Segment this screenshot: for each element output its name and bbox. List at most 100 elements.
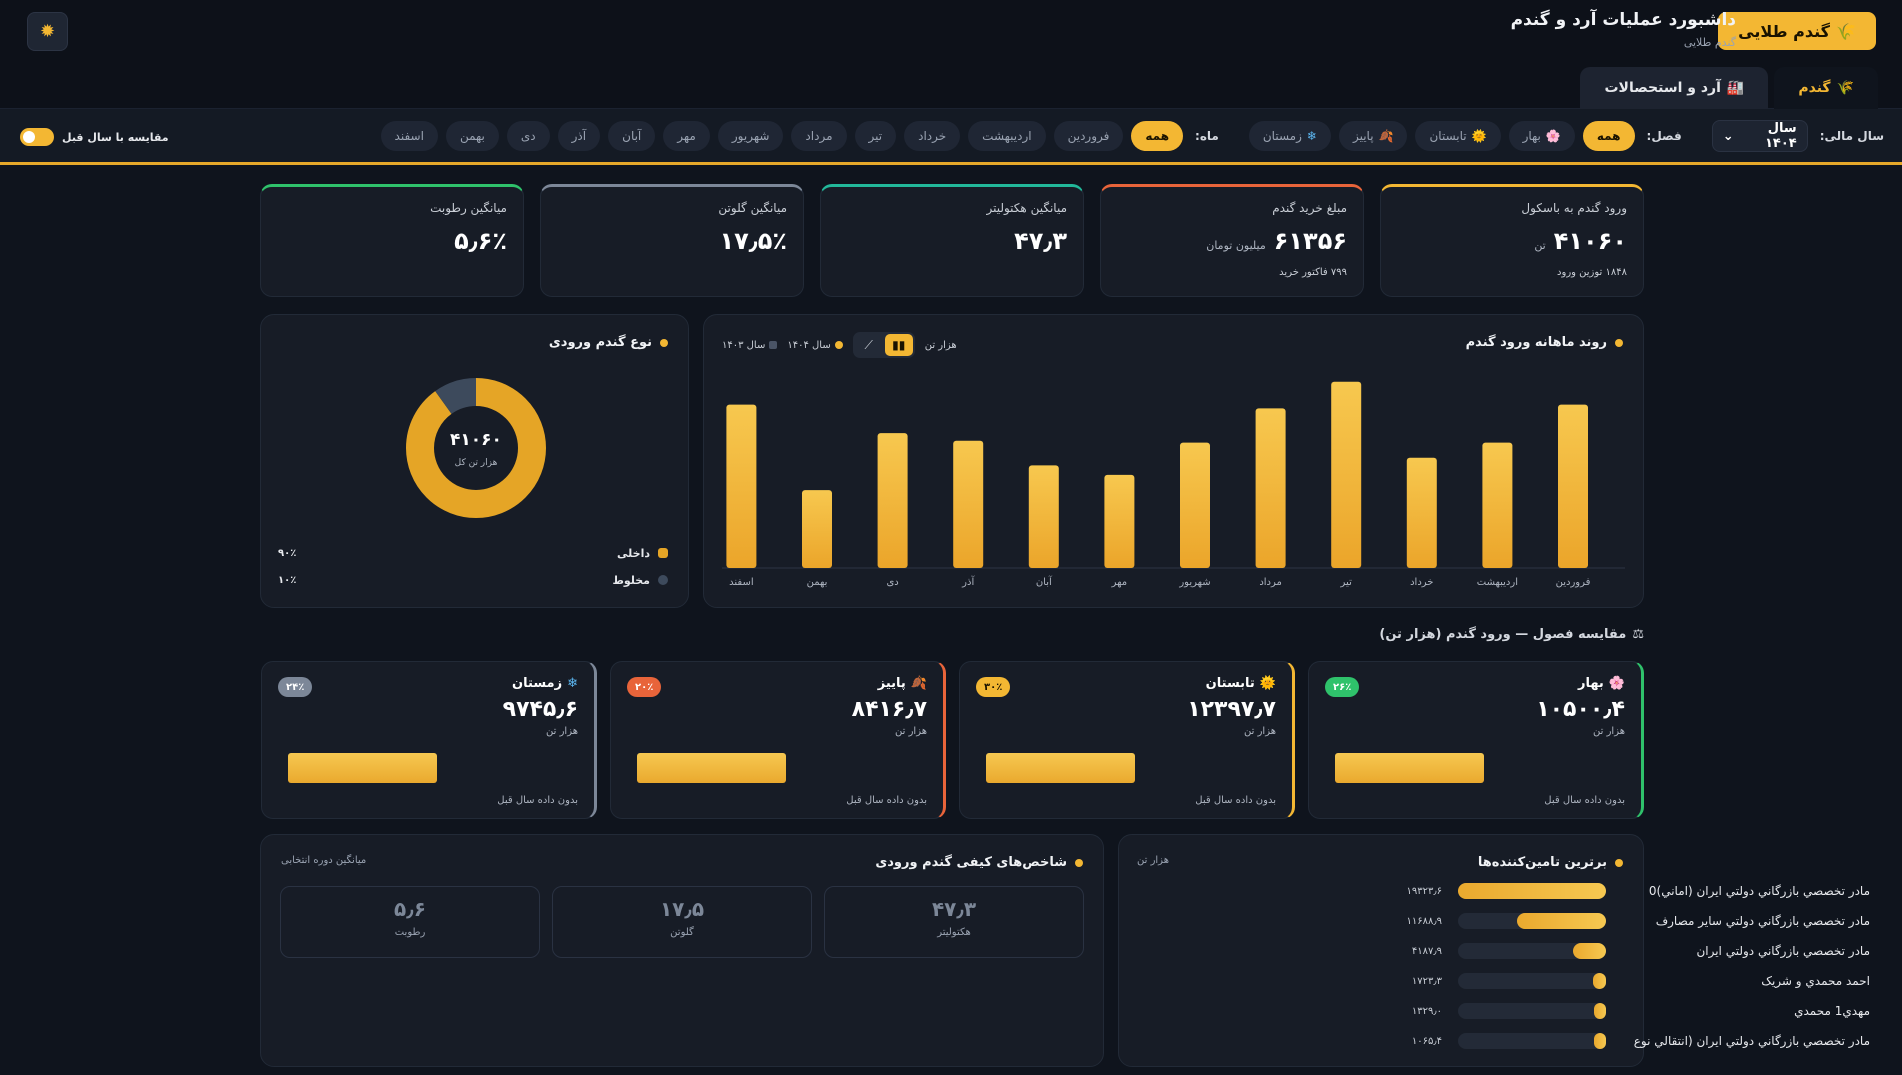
season-filter-all[interactable]: همه <box>1582 121 1635 151</box>
month-filter[interactable]: آذر <box>557 121 601 151</box>
bar-9[interactable] <box>953 440 984 568</box>
quality-value: ۱۷٫۵ <box>659 897 705 921</box>
kpi-foot: ۱۸۴۸ توزین ورود <box>1557 267 1627 278</box>
title-dot <box>660 338 668 347</box>
season-name: 🌸 بهار <box>1325 676 1625 691</box>
x-tick-label: اسفند <box>729 577 753 588</box>
bar-7[interactable] <box>1104 474 1135 568</box>
season-bar <box>637 753 786 783</box>
donut-center-value: ۴۱۰۶۰ <box>450 430 502 450</box>
legend-pct: ۹۰٪ <box>278 547 297 559</box>
bar-chart-icon[interactable]: ▮▮ <box>884 334 913 356</box>
legend-prev-year[interactable]: سال ۱۴۰۳ <box>722 340 778 351</box>
month-filter[interactable]: مرداد <box>791 121 847 151</box>
tab-flour[interactable]: 🏭 آرد و استحصالات <box>1580 67 1769 109</box>
brand-label: گندم طلایی <box>1738 21 1830 41</box>
month-filter[interactable]: شهریور <box>717 121 784 151</box>
supplier-name: مادر تخصصي بازرگاني دولتي ايران (اماني)0 <box>1648 884 1870 898</box>
season-filter-summer[interactable]: 🌞 تابستان <box>1415 121 1501 151</box>
legend-item-domestic: داخلی <box>617 547 668 560</box>
supplier-name: مادر تخصصي بازرگاني دولتي ايران (انتقالي… <box>1630 1034 1870 1048</box>
season-unit: هزار تن <box>546 726 578 737</box>
tab-wheat[interactable]: 🌾 گندم <box>1774 67 1878 109</box>
kpi-value-row: ۱۷٫۵٪ <box>557 227 787 255</box>
bar-5[interactable] <box>1255 408 1286 568</box>
pill-label: تیر <box>868 129 883 143</box>
bar-3[interactable] <box>1406 457 1437 568</box>
season-filter-winter[interactable]: ❄ زمستان <box>1248 121 1331 151</box>
bar-2[interactable] <box>1482 442 1513 568</box>
line-chart-icon[interactable]: ⟋ <box>864 337 873 352</box>
legend-label: مخلوط <box>612 573 650 587</box>
compare-switch[interactable] <box>20 128 54 146</box>
supplier-name: مادر تخصصي بازرگاني دولتي سایر مصارف <box>1655 914 1870 928</box>
season-filter-autumn[interactable]: 🍂 پاییز <box>1338 121 1408 151</box>
bar-4[interactable] <box>1331 381 1362 568</box>
supplier-bar-fill <box>1573 943 1606 959</box>
sun-icon: 🌞 <box>1471 129 1487 143</box>
kpi-card-gluten: میانگین گلوتن ۱۷٫۵٪ <box>540 184 804 297</box>
supplier-name: مادر تخصصي بازرگاني دولتي ايران <box>1696 944 1870 958</box>
season-name: 🌞 تابستان <box>976 676 1276 691</box>
legend-swatch <box>658 575 668 585</box>
season-share-badge: ۳۰٪ <box>976 677 1011 697</box>
pill-label: آذر <box>571 129 587 143</box>
season-value: ۹۷۴۵٫۶ <box>502 697 578 722</box>
month-filter[interactable]: فروردین <box>1053 121 1124 151</box>
month-filter[interactable]: دی <box>506 121 550 151</box>
panel-title-text: روند ماهانه ورود گندم <box>1465 335 1607 350</box>
quality-panel: شاخص‌های کیفی گندم ورودی میانگین دوره ان… <box>260 834 1104 1067</box>
month-filter-all[interactable]: همه <box>1131 121 1184 151</box>
month-filter[interactable]: تیر <box>854 121 897 151</box>
kpi-foot: ۷۹۹ فاکتور خرید <box>1279 267 1347 278</box>
supplier-row[interactable]: مادر تخصصي بازرگاني دولتي ايران (اماني)0… <box>1390 881 1870 901</box>
month-filter[interactable]: اردیبهشت <box>968 121 1046 151</box>
bar-1[interactable] <box>1558 404 1588 568</box>
supplier-value: ۱۰۶۵٫۴ <box>1411 1035 1442 1047</box>
season-filter-spring[interactable]: 🌸 بهار <box>1508 121 1575 151</box>
season-label: بهار <box>1577 676 1604 691</box>
top-bar: 🌾 گندم طلایی داشبورد عملیات آرد و گندم گ… <box>0 0 1902 109</box>
theme-toggle-button[interactable]: ✹ <box>27 12 68 51</box>
pill-label: همه <box>1145 129 1170 143</box>
bar-11[interactable] <box>802 490 832 568</box>
quality-box-gluten: ۱۷٫۵ گلوتن <box>552 886 812 958</box>
supplier-value: ۴۱۸۷٫۹ <box>1411 945 1442 957</box>
year-select[interactable]: سال ۱۴۰۴ ⌄ <box>1711 120 1808 152</box>
sun-icon: 🌞 <box>1259 676 1276 691</box>
panel-title: برترین تامین‌کننده‌ها <box>1478 855 1623 870</box>
bar-10[interactable] <box>877 433 908 568</box>
x-tick-label: آبان <box>1036 575 1053 588</box>
month-filter[interactable]: آبان <box>608 121 656 151</box>
season-share-badge: ۲۴٪ <box>278 677 313 697</box>
season-value: ۱۲۳۹۷٫۷ <box>1187 697 1276 722</box>
supplier-row[interactable]: مادر تخصصي بازرگاني دولتي ايران (انتقالي… <box>1390 1031 1870 1051</box>
month-filter[interactable]: خرداد <box>904 121 961 151</box>
supplier-row[interactable]: مادر تخصصي بازرگاني دولتي سایر مصارف ۱۱۶۸… <box>1390 911 1870 931</box>
kpi-unit: تن <box>1534 239 1546 252</box>
kpi-label: میانگین هکتولیتر <box>986 201 1067 215</box>
supplier-row[interactable]: احمد محمدي و شريک ۱۷۲۳٫۳ <box>1390 971 1870 991</box>
chart-unit: هزار تن <box>924 339 957 351</box>
supplier-bar-fill <box>1593 973 1606 989</box>
legend-label: داخلی <box>617 546 650 560</box>
supplier-row[interactable]: مادر تخصصي بازرگاني دولتي ايران ۴۱۸۷٫۹ <box>1390 941 1870 961</box>
supplier-bar-fill <box>1458 883 1606 899</box>
month-filter[interactable]: اسفند <box>380 121 438 151</box>
trend-chart: فروردین اردیبهشت خرداد تیر مرداد شهریور مهر آبا… <box>722 381 1625 588</box>
season-label: فصل: <box>1646 129 1682 143</box>
brand-button[interactable]: 🌾 گندم طلایی <box>1718 12 1876 50</box>
month-filter[interactable]: مهر <box>663 121 710 151</box>
quality-note: میانگین دوره انتخابی <box>281 855 367 866</box>
year-label: سال مالی: <box>1819 129 1884 143</box>
bar-8[interactable] <box>1028 465 1059 568</box>
month-filter[interactable]: بهمن <box>445 121 499 151</box>
bar-12[interactable] <box>726 404 757 568</box>
donut-slice-2[interactable] <box>406 378 546 518</box>
bar-6[interactable] <box>1180 442 1210 568</box>
supplier-row[interactable]: مهدي1 محمدي ۱۳۲۹٫۰ <box>1390 1001 1870 1021</box>
pill-label: همه <box>1596 129 1621 143</box>
compare-toggle[interactable]: مقایسه با سال قبل <box>20 128 169 146</box>
supplier-bar-track <box>1458 913 1606 929</box>
legend-current-year[interactable]: سال ۱۴۰۴ <box>787 340 843 351</box>
